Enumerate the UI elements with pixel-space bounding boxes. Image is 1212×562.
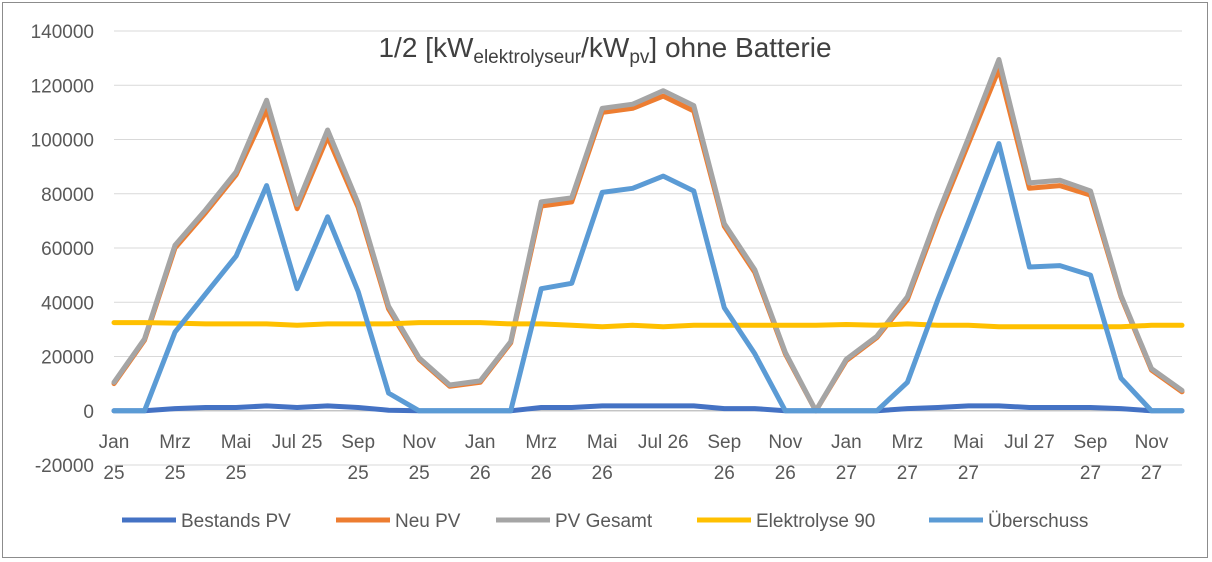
x-tick-label: 25 xyxy=(103,463,124,484)
x-tick-label: Nov xyxy=(1135,432,1169,453)
x-tick-label: Jan xyxy=(465,432,496,453)
y-axis-ticks: -20000 0 20000 40000 60000 80000 100000 120000 1… xyxy=(31,22,94,477)
x-tick-label: Jan xyxy=(99,432,130,453)
x-tick-label: Sep xyxy=(1074,432,1108,453)
series-lines xyxy=(111,57,1185,414)
x-tick-label: Jul 26 xyxy=(638,432,689,453)
x-tick-label: 27 xyxy=(1141,463,1162,484)
x-tick-label: 26 xyxy=(714,463,735,484)
x-tick-label: Nov xyxy=(402,432,436,453)
x-tick-label: 27 xyxy=(958,463,979,484)
x-tick-label: 26 xyxy=(775,463,796,484)
y-tick-label: 40000 xyxy=(41,293,94,314)
x-tick-label: 26 xyxy=(592,463,613,484)
x-tick-label: 25 xyxy=(409,463,430,484)
title-suffix: ] ohne Batterie xyxy=(649,32,831,63)
y-tick-label: 120000 xyxy=(31,76,94,97)
legend-label: Bestands PV xyxy=(181,511,291,532)
x-tick-label: Mrz xyxy=(159,432,191,453)
x-tick-label: 26 xyxy=(470,463,491,484)
title-sub1: elektrolyseur xyxy=(473,47,581,68)
title-mid: /kW xyxy=(581,32,630,63)
series-line--berschuss xyxy=(111,141,1185,414)
series-line-pv-gesamt xyxy=(111,57,1185,414)
x-tick-label: 26 xyxy=(531,463,552,484)
legend-label: Elektrolyse 90 xyxy=(756,511,875,532)
x-tick-label: Jul 25 xyxy=(272,432,323,453)
x-tick-label: Nov xyxy=(768,432,802,453)
x-tick-label: 25 xyxy=(348,463,369,484)
title-prefix: 1/2 [kW xyxy=(378,32,473,63)
y-tick-label: 100000 xyxy=(31,131,94,152)
x-tick-label: 27 xyxy=(836,463,857,484)
x-tick-label: Mai xyxy=(221,432,252,453)
x-tick-label: 25 xyxy=(225,463,246,484)
x-tick-label: Sep xyxy=(707,432,741,453)
series-line-bestands-pv xyxy=(111,403,1185,414)
chart-title: 1/2 [kWelektrolyseur/kWpv] ohne Batterie xyxy=(378,32,831,68)
legend: Bestands PV Neu PV PV Gesamt Elektrolyse 90… xyxy=(122,511,1088,532)
x-tick-label: Jul 27 xyxy=(1004,432,1055,453)
y-tick-label: 60000 xyxy=(41,239,94,260)
legend-label: Überschuss xyxy=(988,511,1088,532)
x-axis-ticks: Jan 25 Mrz 25 Mai 25 Jul 25 Sep 25 Nov 25 Jan 26 Mrz 2… xyxy=(99,432,1169,484)
x-tick-label: 25 xyxy=(164,463,185,484)
series-line-elektrolyse-90 xyxy=(111,320,1185,330)
x-tick-label: 27 xyxy=(1080,463,1101,484)
legend-label: PV Gesamt xyxy=(555,511,653,532)
x-tick-label: Mai xyxy=(953,432,984,453)
legend-label: Neu PV xyxy=(395,511,461,532)
y-tick-label: -20000 xyxy=(35,456,94,477)
y-tick-label: 80000 xyxy=(41,185,94,206)
y-tick-label: 0 xyxy=(83,402,94,423)
x-tick-label: 27 xyxy=(897,463,918,484)
x-tick-label: Mrz xyxy=(892,432,924,453)
y-tick-label: 20000 xyxy=(41,348,94,369)
x-tick-label: Jan xyxy=(831,432,862,453)
x-tick-label: Mrz xyxy=(525,432,557,453)
title-sub2: pv xyxy=(629,47,650,68)
x-tick-label: Mai xyxy=(587,432,618,453)
x-tick-label: Sep xyxy=(341,432,375,453)
gridlines xyxy=(114,30,1182,466)
y-tick-label: 140000 xyxy=(31,22,94,43)
